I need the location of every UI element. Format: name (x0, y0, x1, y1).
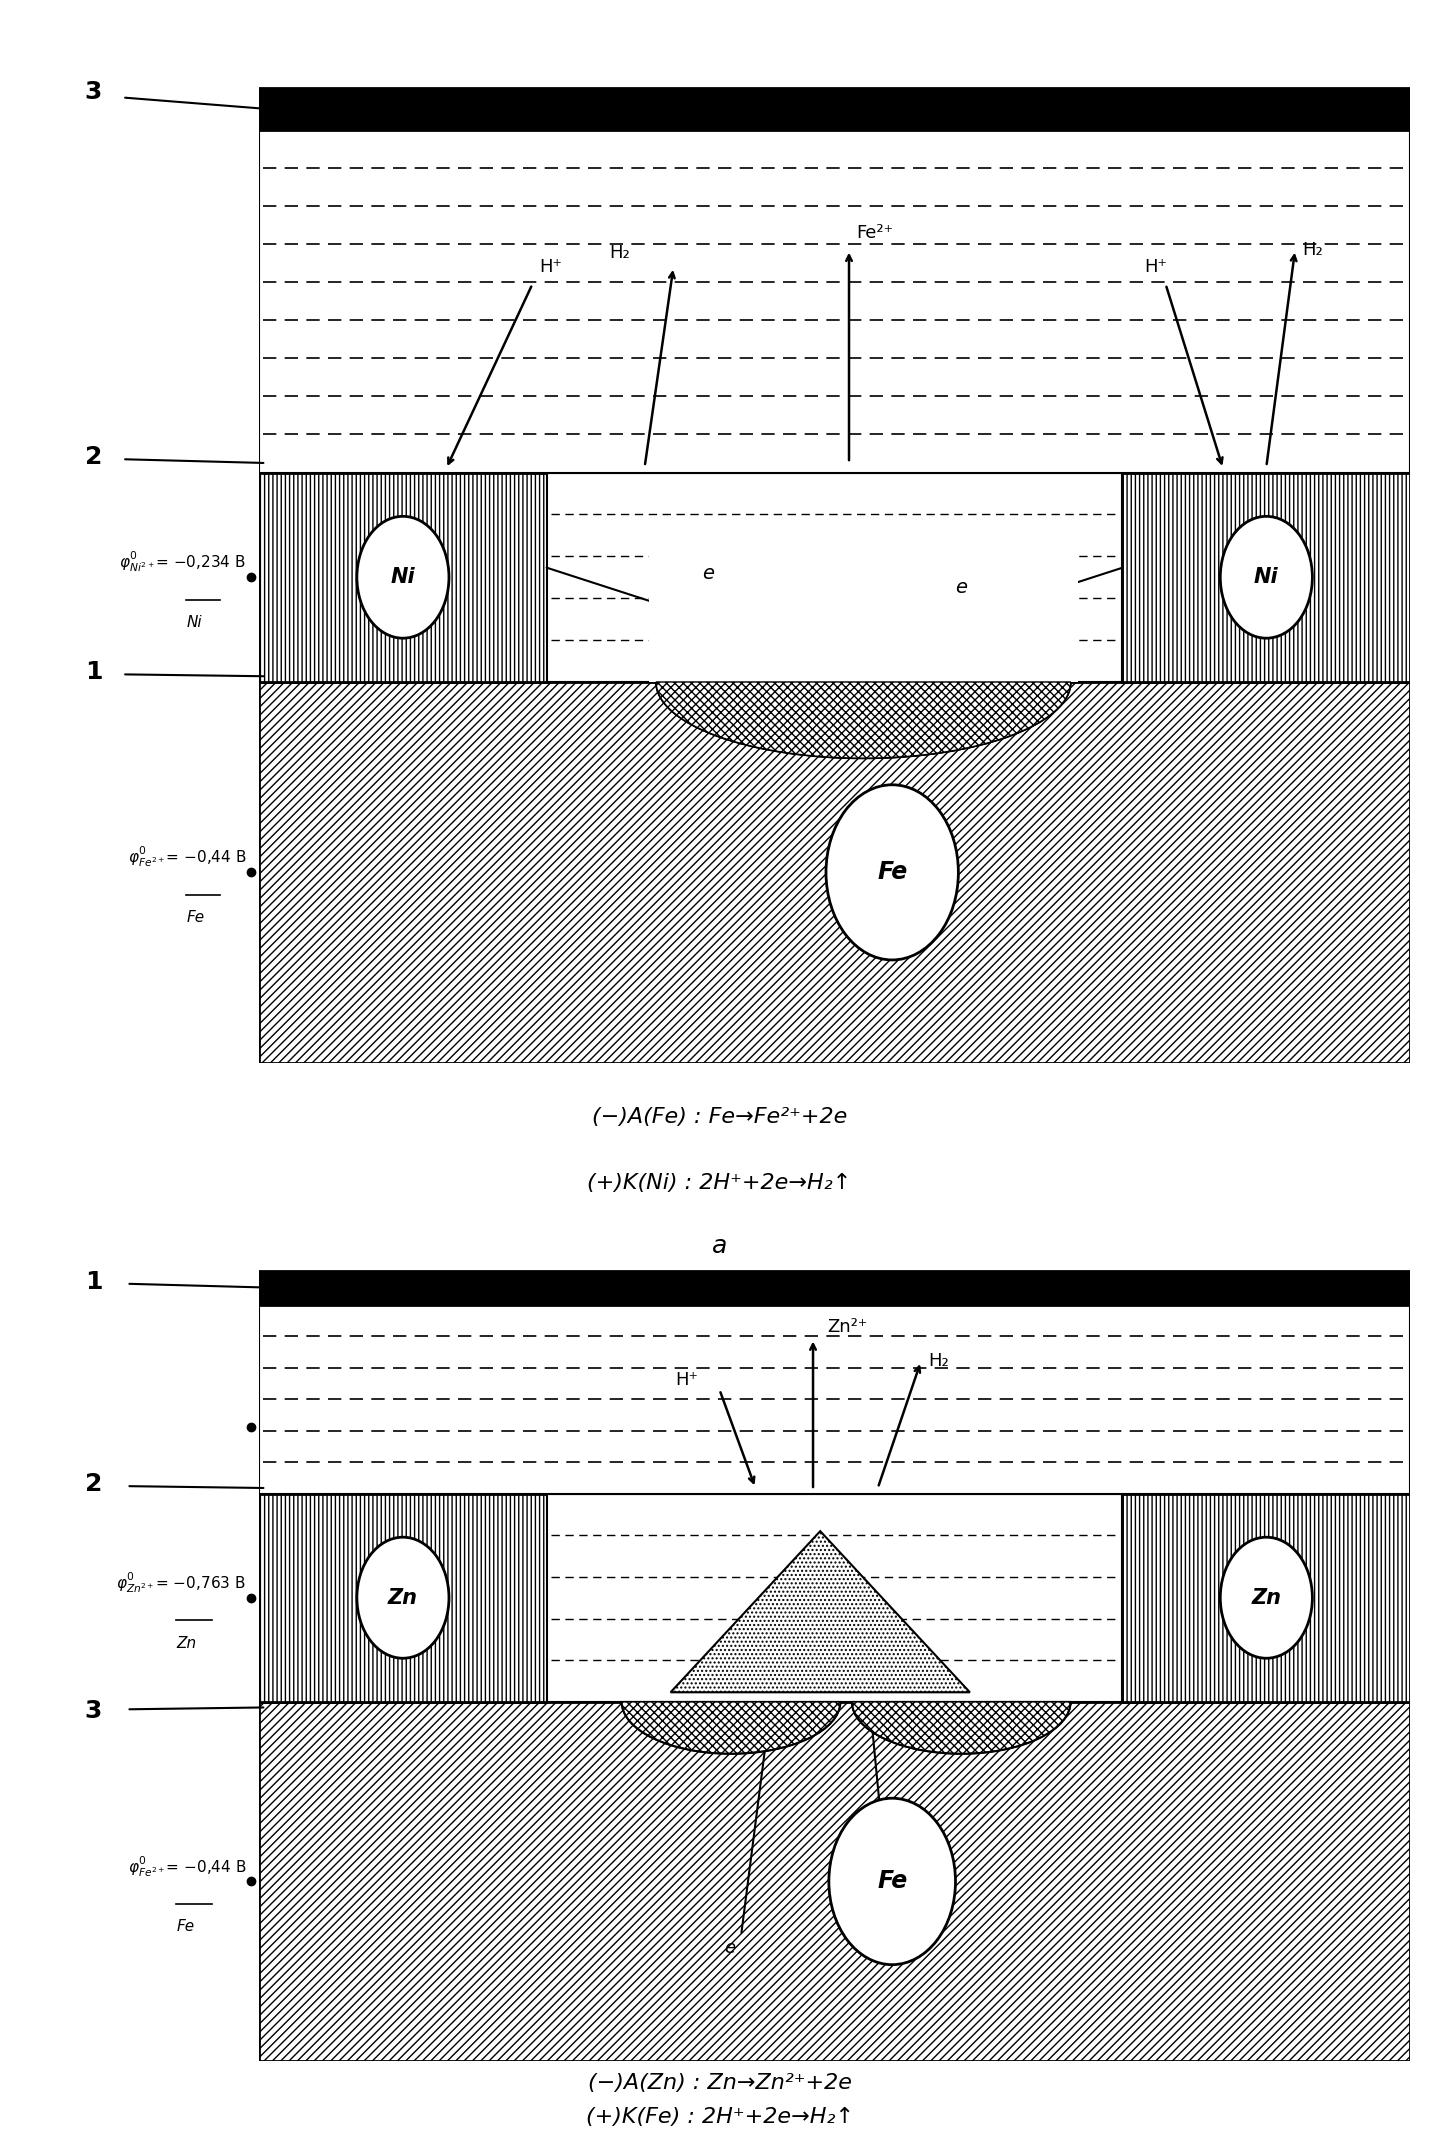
Circle shape (1220, 1537, 1312, 1657)
Text: H₂: H₂ (610, 245, 630, 262)
Text: e: e (955, 578, 967, 597)
Polygon shape (852, 1703, 1071, 1754)
Text: H₂: H₂ (928, 1353, 948, 1370)
Text: Zn²⁺: Zn²⁺ (827, 1318, 868, 1335)
Circle shape (357, 515, 449, 638)
Text: Zn: Zn (176, 1636, 196, 1651)
Text: e: e (724, 1939, 735, 1958)
Text: Zn: Zn (1252, 1589, 1281, 1608)
Text: Zn: Zn (389, 1589, 417, 1608)
Polygon shape (656, 683, 1071, 758)
Circle shape (357, 1537, 449, 1657)
Polygon shape (622, 1703, 840, 1754)
Circle shape (826, 786, 958, 960)
Bar (259, 1494, 547, 1703)
Text: $\varphi^0_{Ni^{2+}}$= −0,234 В: $\varphi^0_{Ni^{2+}}$= −0,234 В (119, 550, 246, 575)
Text: e: e (702, 563, 714, 582)
Text: $\varphi^0_{Fe^{2+}}$= −0,44 В: $\varphi^0_{Fe^{2+}}$= −0,44 В (128, 1855, 246, 1879)
Text: Fe²⁺: Fe²⁺ (856, 223, 894, 243)
Text: Ni: Ni (1253, 567, 1279, 588)
Text: (−)A(Fe) : Fe→Fe²⁺+2e: (−)A(Fe) : Fe→Fe²⁺+2e (591, 1108, 848, 1127)
Ellipse shape (656, 605, 1071, 758)
Text: H⁺: H⁺ (540, 258, 563, 277)
Bar (547, 1494, 1122, 1703)
Text: 1: 1 (85, 661, 102, 685)
Bar (1122, 1494, 1410, 1703)
Text: Fe: Fe (176, 1919, 194, 1934)
Bar (259, 683, 1410, 1063)
Bar (259, 88, 1410, 129)
Text: 2: 2 (85, 1473, 102, 1496)
Bar (259, 1271, 1410, 1305)
Bar (259, 1305, 1410, 1494)
Text: (+)K(Ni) : 2H⁺+2e→H₂↑: (+)K(Ni) : 2H⁺+2e→H₂↑ (587, 1172, 852, 1192)
Circle shape (829, 1799, 955, 1965)
Bar (649, 530, 1078, 683)
Text: Ni: Ni (187, 616, 201, 631)
Bar (259, 472, 547, 683)
Bar (259, 129, 1410, 472)
Text: $\varphi^0_{Zn^{2+}}$= −0,763 В: $\varphi^0_{Zn^{2+}}$= −0,763 В (117, 1569, 246, 1595)
Bar (547, 472, 1122, 683)
Text: Fe: Fe (876, 861, 908, 885)
Bar (259, 1703, 1410, 2061)
Text: e: e (896, 1939, 908, 1958)
Text: Fe: Fe (876, 1870, 908, 1894)
Text: Ni: Ni (390, 567, 416, 588)
Text: H⁺: H⁺ (1144, 258, 1167, 277)
Text: Fe: Fe (187, 910, 204, 925)
Circle shape (1220, 515, 1312, 638)
Text: H₂: H₂ (1302, 240, 1322, 260)
Text: 3: 3 (85, 79, 102, 103)
Text: 1: 1 (85, 1269, 102, 1295)
Text: H⁺: H⁺ (675, 1372, 698, 1389)
Text: (+)K(Fe) : 2H⁺+2e→H₂↑: (+)K(Fe) : 2H⁺+2e→H₂↑ (586, 2106, 853, 2128)
Text: $\varphi^0_{Fe^{2+}}$= −0,44 В: $\varphi^0_{Fe^{2+}}$= −0,44 В (128, 844, 246, 870)
Text: 3: 3 (85, 1698, 102, 1724)
Text: (−)A(Zn) : Zn→Zn²⁺+2e: (−)A(Zn) : Zn→Zn²⁺+2e (587, 2072, 852, 2093)
Polygon shape (671, 1531, 970, 1692)
Text: а: а (712, 1235, 727, 1258)
Bar (1122, 472, 1410, 683)
Text: 2: 2 (85, 444, 102, 470)
